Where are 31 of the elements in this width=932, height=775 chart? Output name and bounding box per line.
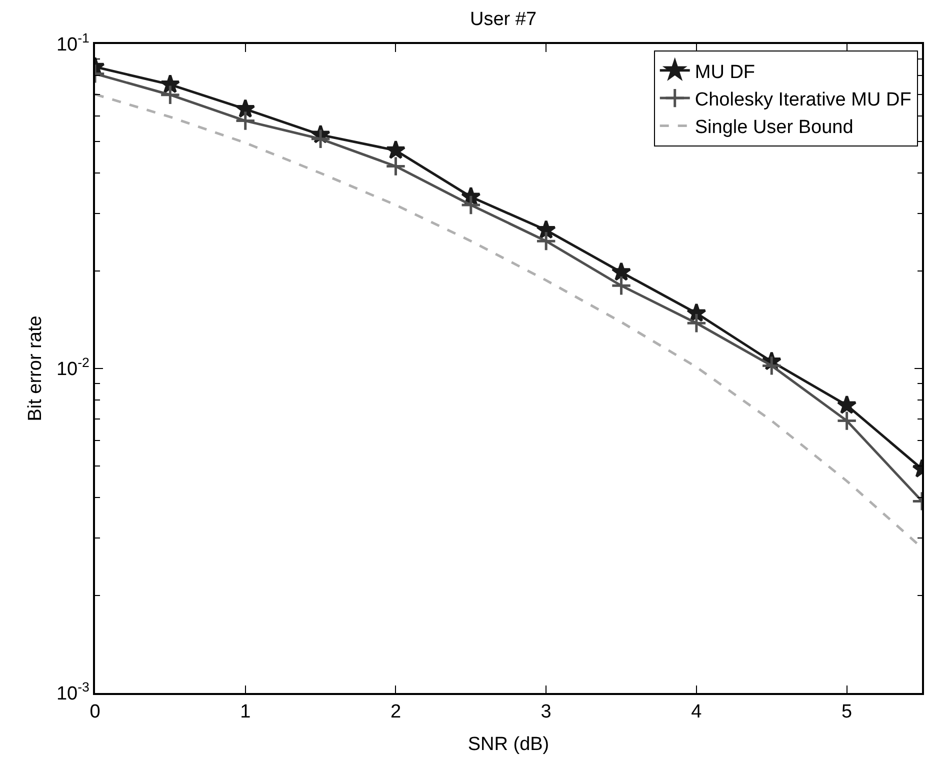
point xyxy=(761,355,782,376)
x-tick-label: 0 xyxy=(90,702,100,723)
x-tick-label: 3 xyxy=(540,702,552,723)
legend-label: Single User Bound xyxy=(694,117,854,138)
x-tick-label: 5 xyxy=(842,702,852,723)
point xyxy=(310,128,331,150)
legend-label: MU DF xyxy=(694,62,756,83)
x-axis-title: SNR (dB) xyxy=(468,734,550,755)
y-tick-label: 10$^{-3}$ xyxy=(56,680,90,705)
point xyxy=(460,194,482,216)
y-axis-title: Bit error rate xyxy=(24,316,46,422)
y-tick-label: 10$^{-1}$ xyxy=(56,30,90,56)
point xyxy=(160,74,180,94)
x-tick-label: 1 xyxy=(240,702,251,723)
point xyxy=(610,275,632,296)
legend-label: Cholesky Iterative MU DF xyxy=(694,89,912,110)
point xyxy=(536,220,556,239)
y-tick-label: 10$^{-2}$ xyxy=(56,355,90,380)
point xyxy=(235,98,256,118)
chart-title: User #7 xyxy=(470,8,537,30)
point xyxy=(386,140,406,160)
point xyxy=(611,262,632,281)
point xyxy=(836,394,857,414)
point xyxy=(686,312,707,334)
x-tick-label: 4 xyxy=(691,702,702,723)
x-tick-label: 2 xyxy=(390,702,402,723)
point xyxy=(235,110,256,132)
point xyxy=(536,230,556,252)
point xyxy=(385,156,406,177)
point xyxy=(160,84,181,106)
point xyxy=(836,410,858,432)
